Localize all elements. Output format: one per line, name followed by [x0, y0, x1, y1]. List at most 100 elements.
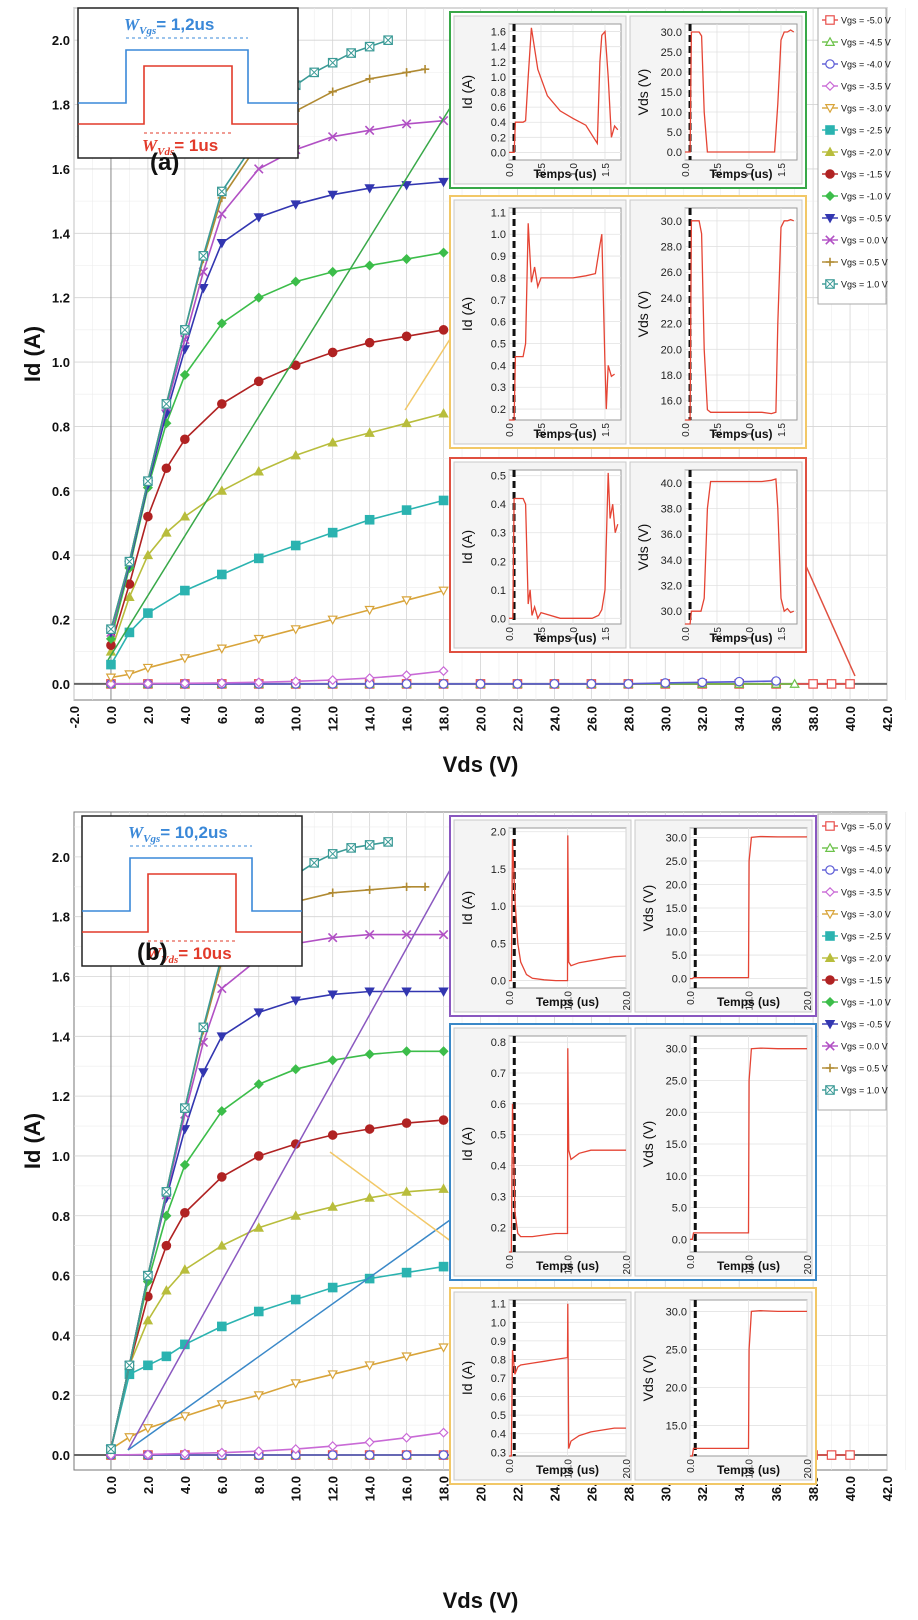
- b-r2c1-inset-xlabel: Temps (us): [717, 1463, 780, 1477]
- b-ylabel: Id (A): [20, 1113, 45, 1169]
- a-r2c1-inset-ytick-3: 36.0: [661, 529, 682, 541]
- a-series-line-6: [110, 412, 444, 652]
- b-r1c0-inset-ytick-5: 0.7: [491, 1068, 506, 1080]
- a-ytick-0: 0.0: [52, 677, 70, 692]
- a-point-5-7: [327, 527, 338, 538]
- a-point-10-10: [364, 125, 375, 136]
- a-series-12: [106, 35, 393, 634]
- a-r0c0-inset-ytick-1: 0.2: [491, 132, 506, 144]
- a-vds-sub: Vds: [157, 146, 174, 158]
- panel-a: -2.0 0.0 2.0 4.0 6.0 8.0 10.0 12.0 14.0 16.0 18.0 2…: [20, 7, 906, 777]
- b-point-5-8: [327, 1282, 338, 1293]
- b-point-4-8: [364, 1361, 375, 1371]
- a-r0c0-inset-xtick-0: 0.0: [505, 163, 516, 177]
- a-xtick-13: 24.0: [547, 706, 562, 731]
- a-point-8-7: [290, 276, 301, 287]
- b-r1c0-inset-ytick-4: 0.6: [491, 1099, 506, 1111]
- a-r2c1-inset: 30.0 32.0 34.0 36.0 38.0 40.0 0.0 0.5 1.0 1.5 Vds …: [629, 461, 803, 649]
- a-point-7-6: [253, 376, 264, 387]
- b-r0c1-inset-xtick-1: 10.0: [745, 991, 756, 1011]
- b-point-6-9: [364, 1192, 375, 1202]
- a-vds-symbol: W: [142, 136, 159, 155]
- a-point-3-8: [401, 670, 412, 681]
- a-legend-marker-3: [824, 80, 836, 92]
- a-r0c1-inset-ytick-6: 30.0: [661, 27, 682, 39]
- a-r0c1-inset-ylabel: Vds (V): [635, 69, 651, 116]
- a-point-2-14: [623, 679, 634, 689]
- a-point-4-4: [216, 644, 228, 654]
- a-point-8-0: [105, 633, 117, 644]
- b-legend: Vgs = -5.0 V Vgs = -4.5 V Vgs = -4.0 V Vgs …: [817, 813, 891, 1111]
- b-xtick-4: 8.0: [252, 1476, 267, 1494]
- a-point-7-3: [161, 463, 172, 474]
- b-r0c1-inset-trace: [690, 835, 807, 980]
- a-point-6-5: [216, 485, 228, 495]
- b-point-10-12: [438, 929, 449, 940]
- a-point-7-11: [438, 325, 449, 335]
- b-r2c1-inset-trace: [690, 1310, 807, 1457]
- a-series-line-3: [110, 670, 444, 685]
- a-xtick-16: 30.0: [658, 706, 673, 731]
- a-point-12-3-cross: [161, 399, 171, 409]
- a-point-12-12-cross: [365, 42, 375, 52]
- b-r2c1-inset-ytick-2: 25.0: [666, 1344, 687, 1356]
- b-point-4-4: [216, 1400, 228, 1410]
- a-r2c0-inset-xtick-3: 1.5: [601, 627, 612, 641]
- b-xtick-2: 4.0: [178, 1476, 193, 1494]
- chart-a-svg: -2.0 0.0 2.0 4.0 6.0 8.0 10.0 12.0 14.0 16.0 18.0 2…: [20, 7, 906, 777]
- b-point-10-9: [327, 932, 338, 943]
- a-point-7-2: [143, 511, 153, 522]
- a-vds-value: = 1us: [174, 136, 218, 155]
- a-r1c1-inset-trace: [685, 218, 795, 421]
- b-r1c1-inset-ylabel: Vds (V): [640, 1121, 656, 1168]
- a-r0c1-inset: 0.0 5.0 10.0 15.0 20.0 25.0 30.0 0.0 0.5 1.0 1.5 Vd…: [629, 15, 803, 185]
- b-load-line-0: [127, 869, 451, 1451]
- b-r0c0-inset-xtick-2: 20.0: [622, 991, 633, 1011]
- b-point-8-10: [401, 1046, 412, 1057]
- b-point-6-7: [290, 1210, 301, 1220]
- a-point-5-8: [364, 514, 375, 525]
- a-r2c1-inset-xlabel: Temps (us): [709, 631, 772, 645]
- a-r0c0-inset-ylabel: Id (A): [459, 75, 475, 109]
- b-r2c1-inset-ytick-0: 15.0: [666, 1421, 687, 1433]
- a-point-8-4: [179, 369, 190, 380]
- b-xtick-20: 40.0: [843, 1476, 858, 1501]
- a-point-10-11: [401, 119, 412, 129]
- b-legend-label-5: Vgs = -2.5 V: [841, 932, 891, 942]
- b-point-3-4: [253, 1446, 264, 1457]
- a-point-7-10: [401, 331, 412, 342]
- a-point-2-10: [475, 679, 486, 689]
- a-legend-label-4: Vgs = -3.0 V: [841, 104, 891, 114]
- a-point-8-5: [216, 318, 227, 329]
- a-r2c0-inset-xtick-1: 0.5: [537, 627, 548, 641]
- a-r0c0-inset-xtick-2: 1.0: [569, 163, 580, 177]
- a-point-4-3: [179, 654, 191, 664]
- a-point-5-0: [106, 659, 116, 670]
- b-ytick-2: 0.4: [52, 1328, 71, 1343]
- a-point-9-8: [290, 200, 301, 210]
- a-r2c1-inset-ytick-5: 40.0: [661, 478, 682, 490]
- a-xtick-7: 12.0: [326, 706, 341, 731]
- b-point-4-3: [179, 1412, 191, 1422]
- a-vgs-symbol: W: [124, 15, 141, 34]
- b-r2c0-inset-xtick-2: 20.0: [622, 1459, 633, 1479]
- b-point-12-5-cross: [198, 1022, 208, 1032]
- a-r1c0-inset-xtick-2: 1.0: [569, 423, 580, 437]
- a-xtick-0: -2.0: [67, 706, 82, 728]
- b-r0c0-inset-ylabel: Id (A): [459, 891, 475, 925]
- b-point-9-4: [179, 1125, 191, 1135]
- a-legend-label-12: Vgs = 1.0 V: [841, 280, 888, 290]
- a-point-0-20: [826, 679, 837, 689]
- b-point-8-6: [253, 1079, 264, 1090]
- b-point-6-6: [253, 1222, 264, 1232]
- a-vds-pulse: [78, 65, 298, 125]
- b-legend-marker-2: [825, 865, 835, 875]
- b-r1c1-inset: 0.0 5.0 10.0 15.0 20.0 25.0 30.0 0.0 10.0 20.0 Vds…: [634, 1027, 814, 1277]
- a-legend-label-11: Vgs = 0.5 V: [841, 258, 888, 268]
- b-pulse-box: [81, 815, 303, 967]
- a-xtick-4: 6.0: [215, 706, 230, 724]
- a-xtick-18: 34.0: [732, 706, 747, 731]
- b-r0c1-inset-ytick-5: 25.0: [666, 856, 687, 868]
- b-legend-marker-12-cross: [825, 1085, 835, 1095]
